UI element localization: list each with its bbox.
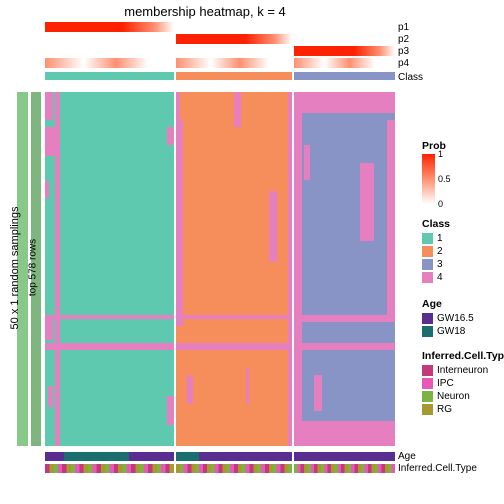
track-label-p2: p2 (398, 34, 409, 45)
chart-title: membership heatmap, k = 4 (0, 4, 410, 19)
bottom-label-celltype: Inferred.Cell.Type (398, 463, 477, 474)
membership-tracks (45, 22, 395, 80)
legend-celltype: Inferred.Cell.TypeInterneuronIPCNeuronRG (422, 350, 504, 416)
track-label-p3: p3 (398, 46, 409, 57)
legend-class: Class1234 (422, 218, 450, 284)
legend-prob: Prob10.50 (422, 140, 446, 204)
track-label-p4: p4 (398, 58, 409, 69)
main-heatmap (45, 92, 395, 446)
row-label-toprows: top 578 rows (28, 218, 39, 318)
bottom-tracks (45, 452, 395, 473)
track-label-class: Class (398, 72, 423, 83)
legend-age: AgeGW16.5GW18 (422, 298, 474, 338)
row-label-sampling: 50 x 1 random samplings (9, 198, 21, 338)
track-label-p1: p1 (398, 22, 409, 33)
bottom-label-age: Age (398, 451, 416, 462)
